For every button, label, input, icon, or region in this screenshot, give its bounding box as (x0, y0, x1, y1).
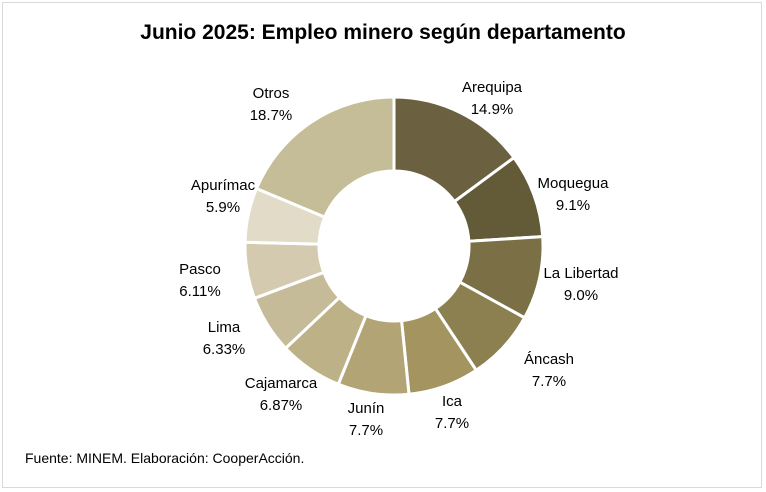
slice-label: Lima (208, 319, 241, 336)
slice-value-label: 6.33% (203, 341, 246, 358)
slice-value-label: 5.9% (206, 199, 240, 216)
donut-chart: Arequipa 14.9% Moquegua 9.1% La Libertad 9.0%… (179, 79, 618, 439)
slice-value-label: 7.7% (435, 415, 469, 432)
slice-value-label: 9.1% (556, 197, 590, 214)
slice-label: Arequipa (462, 79, 523, 96)
slice-label: Pasco (179, 261, 221, 278)
chart-title: Junio 2025: Empleo minero según departam… (140, 21, 626, 44)
slice-label: La Libertad (543, 265, 618, 282)
slice-label: Apurímac (191, 177, 256, 194)
slice-value-label: 6.11% (179, 283, 220, 300)
slice-label: Áncash (524, 351, 574, 368)
slice-value-label: 7.7% (532, 373, 566, 390)
slice-label: Ica (442, 393, 463, 410)
slice-value-label: 6.87% (260, 397, 303, 414)
slice-value-label: 9.0% (564, 287, 598, 304)
slice-label: Junín (348, 400, 385, 417)
slice-value-label: 18.7% (250, 107, 293, 124)
slice-otros (254, 95, 396, 220)
slice-label: Cajamarca (245, 375, 318, 392)
slice-value-label: 7.7% (349, 422, 383, 439)
slice-value-label: 14.9% (471, 101, 514, 118)
slice-label: Otros (253, 85, 290, 102)
source-note: Fuente: MINEM. Elaboración: CooperAcción… (25, 450, 305, 466)
slice-label: Moquegua (538, 175, 610, 192)
